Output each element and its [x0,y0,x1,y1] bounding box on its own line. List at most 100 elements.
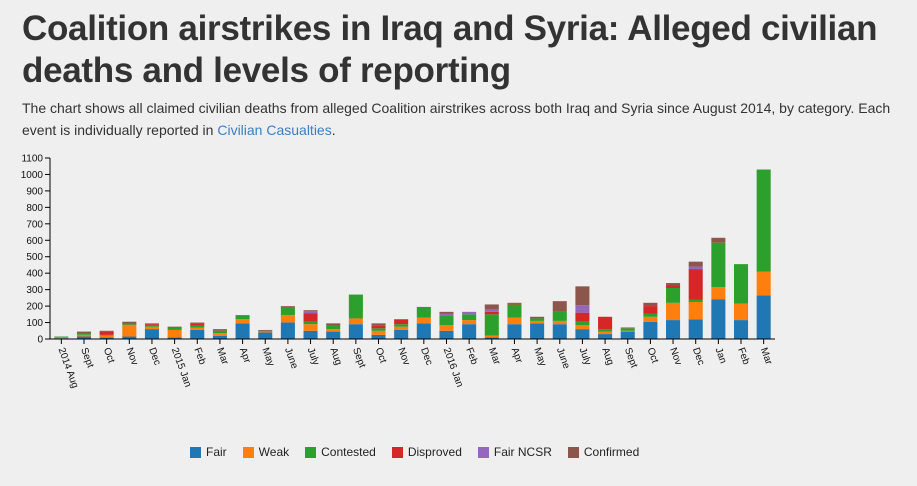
x-tick-label: Oct [373,346,389,365]
bar-segment-fair [598,334,613,339]
y-tick-label: 500 [26,252,43,263]
bar-segment-contested [688,299,703,302]
legend-item-weak: Weak [242,445,290,459]
bar-segment-fair [167,337,182,339]
x-tick-label: Dec [418,346,434,366]
bar-segment-weak [280,315,295,323]
bar-segment-contested [394,324,409,327]
legend-item-fair-ncsr: Fair NCSR [477,445,552,459]
legend-item-contested: Contested [305,445,376,459]
bar-segment-fair [688,319,703,339]
bar-segment-contested [507,304,522,318]
x-tick-label: Nov [667,346,683,366]
x-tick-label: Dec [146,346,162,366]
bar-segment-weak [122,325,137,337]
x-tick-label: Feb [463,346,479,366]
bar-segment-weak [666,302,681,321]
bar-segment-contested [711,242,726,288]
x-tick-label: June [554,346,572,371]
bar-segment-contested [190,325,205,328]
y-tick-label: 800 [26,203,43,214]
bar-segment-contested [76,334,92,335]
bar-segment-disproved [144,324,159,326]
bar-segment-fair [280,322,295,339]
bar-segment-fair [552,324,567,339]
bar-segment-contested [462,314,477,321]
legend-label: Weak [258,445,290,459]
description-end: . [331,122,336,138]
bar-segment-contested [167,327,182,330]
chart-description: The chart shows all claimed civilian dea… [22,97,902,141]
y-tick-label: 0 [37,335,43,346]
bar-segment-contested [416,306,431,318]
bar-segment-fair [620,331,635,339]
bar-segment-weak [235,319,250,324]
bar-segment-confirmed [167,326,182,328]
bar-segment-fair [756,295,771,339]
bar-segment-weak [507,317,522,325]
legend-swatch [391,446,403,458]
bar-segment-weak [462,320,477,325]
bar-segment-disproved [643,306,658,314]
x-tick-label: Feb [735,346,751,366]
bar-segment-fair-ncsr [462,311,477,315]
bar-segment-fair [303,330,318,339]
bar-segment-weak [575,325,590,330]
bar-segment-fair [416,323,431,339]
bar-segment-confirmed [258,329,273,331]
bar-segment-contested [575,321,590,326]
bar-segment-confirmed [371,323,386,326]
x-tick-label: May [259,346,276,368]
bar-segment-disproved [666,285,681,288]
legend-item-confirmed: Confirmed [567,445,640,459]
bar-segment-confirmed [530,316,545,319]
bar-segment-fair-ncsr [439,313,454,316]
bar-segment-contested [620,328,635,331]
bars [54,169,771,339]
x-tick-label: 2014 Aug [56,346,81,389]
stacked-bar-chart: 0 100 200 300 400 500 600 700 800 900 1000 1100 201… [21,154,775,390]
bar-segment-weak [484,335,499,338]
y-tick-label: 100 [26,318,43,329]
x-tick-label: Nov [395,346,411,366]
legend-label: Confirmed [583,445,640,459]
y-tick-label: 900 [26,186,43,197]
legend-label: Disproved [407,445,462,459]
bar-segment-fair [575,329,590,339]
bar-segment-weak [258,331,273,333]
bar-segment-weak [326,329,341,332]
bar-segment-contested [598,329,613,332]
bar-segment-contested [235,315,250,320]
x-tick-label: Oct [645,346,661,365]
bar-segment-fair [99,337,114,339]
bar-segment-fair [507,324,522,339]
x-tick-label: Mar [214,346,230,367]
x-tick-label: July [577,346,593,366]
bar-segment-fair [439,330,454,339]
bar-segment-disproved [76,333,92,335]
bar-segment-weak [756,271,771,296]
bar-segment-weak [212,333,227,336]
x-tick-label: Mar [486,346,502,367]
bar-segment-fair [235,323,250,339]
bar-segment-fair [462,324,477,339]
bar-segment-weak [348,318,363,325]
bar-segment-contested [54,336,69,338]
y-tick-label: 600 [26,236,43,247]
y-tick-label: 400 [26,269,43,280]
civilian-casualties-link[interactable]: Civilian Casualties [217,122,332,138]
bar-segment-disproved [303,313,318,322]
bar-segment-disproved [575,312,590,322]
x-tick-label: 2016 Jan [441,346,465,388]
x-tick-label: Sept [622,346,639,369]
bar-segment-confirmed [190,322,205,324]
bar-segment-confirmed [620,327,635,329]
bar-segment-contested [530,318,545,321]
legend-item-fair: Fair [190,445,227,459]
bar-segment-disproved [371,325,386,329]
legend-item-disproved: Disproved [391,445,462,459]
bar-segment-confirmed [484,304,499,310]
x-tick-label: July [305,346,321,366]
bar-segment-weak [190,327,205,330]
x-tick-label: May [531,346,548,368]
